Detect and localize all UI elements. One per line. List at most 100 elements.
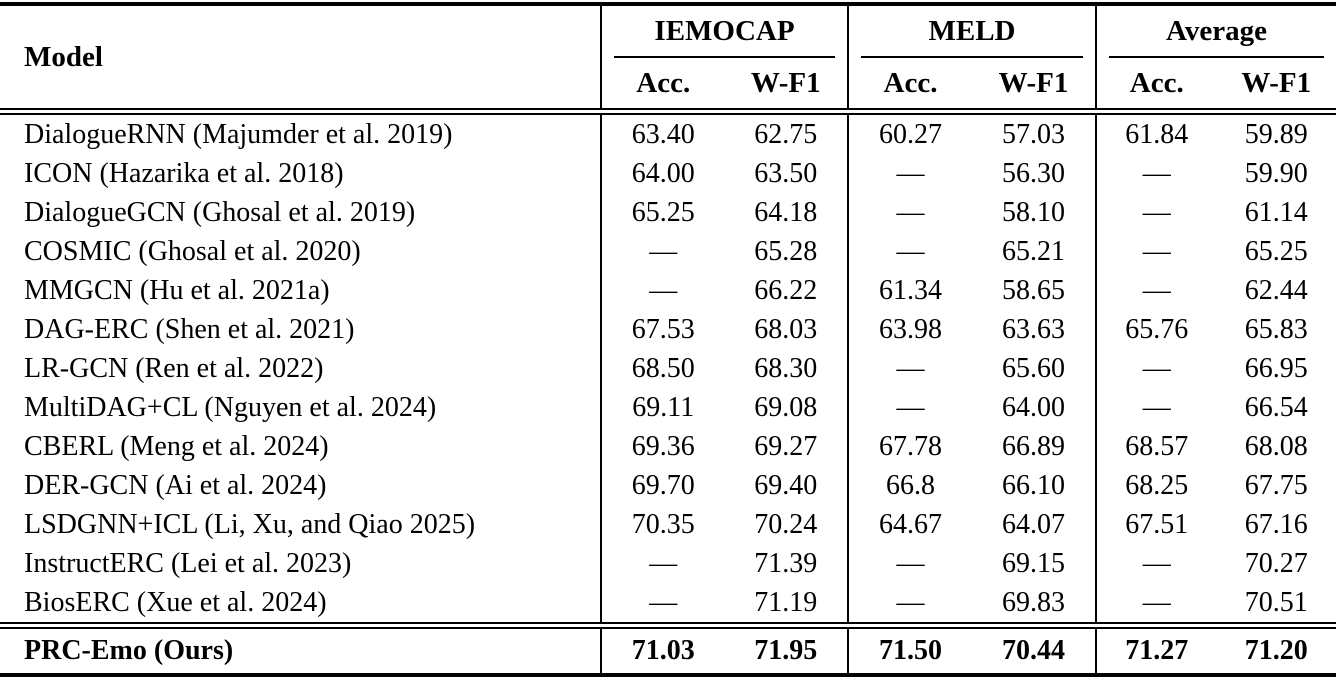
iemocap-wf1-value: 64.18 <box>754 196 818 228</box>
meld-acc-value: 64.67 <box>879 508 942 540</box>
average-wf1-value: 59.89 <box>1244 118 1308 150</box>
meld-wf1-value: 57.03 <box>1002 118 1065 150</box>
meld-wf1-value: 65.60 <box>1002 352 1065 384</box>
iemocap-wf1-value: 62.75 <box>754 118 818 150</box>
average-wf1-value: 68.08 <box>1244 430 1308 462</box>
model-name: COSMIC (Ghosal et al. 2020) <box>24 235 361 267</box>
average-wf1-value: 67.16 <box>1244 508 1308 540</box>
average-wf1-value: 59.90 <box>1244 157 1308 189</box>
header-average-acc: Acc. <box>1129 66 1184 99</box>
iemocap-acc-value: 69.36 <box>631 430 695 462</box>
meld-acc-value: 71.50 <box>879 635 942 666</box>
average-acc-value: — <box>1142 235 1171 267</box>
header-meld-acc: Acc. <box>883 66 938 99</box>
header-iemocap-acc: Acc. <box>636 66 691 99</box>
iemocap-wf1-value: 69.40 <box>754 469 818 501</box>
group-label-iemocap: IEMOCAP <box>654 14 795 47</box>
iemocap-wf1-value: 70.24 <box>754 508 818 540</box>
iemocap-acc-value: — <box>649 586 678 618</box>
table-row: LR-GCN (Ren et al. 2022) 68.50 68.30 — 65.… <box>0 349 1336 388</box>
group-label-meld: MELD <box>928 14 1016 47</box>
model-name: LSDGNN+ICL (Li, Xu, and Qiao 2025) <box>24 508 476 540</box>
model-name: ICON (Hazarika et al. 2018) <box>24 157 344 189</box>
model-name: CBERL (Meng et al. 2024) <box>24 430 329 462</box>
average-wf1-value: 67.75 <box>1244 469 1308 501</box>
model-name: PRC-Emo (Ours) <box>24 635 234 666</box>
average-acc-value: — <box>1142 274 1171 306</box>
model-name: MultiDAG+CL (Nguyen et al. 2024) <box>24 391 437 423</box>
table-row: DER-GCN (Ai et al. 2024) 69.70 69.40 66.8… <box>0 466 1336 505</box>
average-acc-value: — <box>1142 391 1171 423</box>
table-row: InstructERC (Lei et al. 2023) — 71.39 — 69… <box>0 544 1336 583</box>
subheader-meld: Acc. W-F1 <box>849 58 1095 108</box>
average-acc-value: — <box>1142 352 1171 384</box>
iemocap-acc-value: 68.50 <box>631 352 695 384</box>
table-row: ICON (Hazarika et al. 2018) 64.00 63.50 —… <box>0 154 1336 193</box>
meld-acc-value: — <box>896 586 925 618</box>
table-row: MMGCN (Hu et al. 2021a) — 66.22 61.34 58.6… <box>0 271 1336 310</box>
meld-wf1-value: 70.44 <box>1002 635 1065 666</box>
table-row: DialogueGCN (Ghosal et al. 2019) 65.25 64… <box>0 193 1336 232</box>
model-name: BiosERC (Xue et al. 2024) <box>24 586 327 618</box>
meld-wf1-value: 58.10 <box>1002 196 1065 228</box>
average-wf1-value: 70.27 <box>1244 547 1308 579</box>
table-row: DialogueRNN (Majumder et al. 2019) 63.40… <box>0 115 1336 154</box>
meld-wf1-value: 64.07 <box>1002 508 1065 540</box>
model-name: DER-GCN (Ai et al. 2024) <box>24 469 327 501</box>
average-wf1-value: 66.95 <box>1244 352 1308 384</box>
table-row: CBERL (Meng et al. 2024) 69.36 69.27 67.7… <box>0 427 1336 466</box>
meld-acc-value: 66.8 <box>886 469 935 501</box>
average-wf1-value: 66.54 <box>1244 391 1308 423</box>
group-underline-average <box>1109 56 1324 58</box>
iemocap-acc-value: 69.70 <box>631 469 695 501</box>
header-average-wf1: W-F1 <box>1241 66 1312 99</box>
table-row: MultiDAG+CL (Nguyen et al. 2024) 69.11 69… <box>0 388 1336 427</box>
average-acc-value: 61.84 <box>1125 118 1189 150</box>
body-final-rule <box>0 622 1336 629</box>
column-group-iemocap: IEMOCAP Acc. W-F1 <box>600 6 847 108</box>
iemocap-wf1-value: 71.39 <box>754 547 818 579</box>
group-underline-meld <box>861 56 1083 58</box>
model-name: MMGCN (Hu et al. 2021a) <box>24 274 330 306</box>
model-name: LR-GCN (Ren et al. 2022) <box>24 352 324 384</box>
average-wf1-value: 71.20 <box>1244 635 1308 666</box>
final-row-prc-emo: PRC-Emo (Ours) 71.03 71.95 71.50 70.44 71.… <box>0 629 1336 673</box>
average-wf1-value: 65.25 <box>1244 235 1308 267</box>
meld-acc-value: — <box>896 352 925 384</box>
meld-wf1-value: 66.89 <box>1002 430 1065 462</box>
iemocap-acc-value: 70.35 <box>631 508 695 540</box>
iemocap-acc-value: 67.53 <box>631 313 695 345</box>
iemocap-wf1-value: 63.50 <box>754 157 818 189</box>
model-name: DialogueRNN (Majumder et al. 2019) <box>24 118 453 150</box>
table-row: COSMIC (Ghosal et al. 2020) — 65.28 — 65.2… <box>0 232 1336 271</box>
iemocap-acc-value: 63.40 <box>631 118 695 150</box>
iemocap-wf1-value: 65.28 <box>754 235 818 267</box>
meld-acc-value: — <box>896 547 925 579</box>
meld-wf1-value: 58.65 <box>1002 274 1065 306</box>
table-header: Model IEMOCAP Acc. W-F1 MELD Acc. W-F1 A… <box>0 6 1336 108</box>
model-column-header: Model <box>24 40 103 73</box>
group-underline-iemocap <box>614 56 835 58</box>
average-acc-value: 68.57 <box>1125 430 1189 462</box>
iemocap-acc-value: 64.00 <box>631 157 695 189</box>
iemocap-acc-value: — <box>649 235 678 267</box>
meld-acc-value: — <box>896 157 925 189</box>
table-body: DialogueRNN (Majumder et al. 2019) 63.40… <box>0 115 1336 622</box>
average-acc-value: — <box>1142 196 1171 228</box>
meld-wf1-value: 66.10 <box>1002 469 1065 501</box>
table-row: BiosERC (Xue et al. 2024) —71.19 —69.83 … <box>0 583 1336 622</box>
meld-wf1-value: 64.00 <box>1002 391 1065 423</box>
column-group-meld: MELD Acc. W-F1 <box>847 6 1095 108</box>
meld-wf1-value: 69.83 <box>1002 586 1065 618</box>
column-group-average: Average Acc. W-F1 <box>1095 6 1336 108</box>
iemocap-wf1-value: 68.03 <box>754 313 818 345</box>
meld-acc-value: — <box>896 196 925 228</box>
top-rule <box>0 2 1336 6</box>
group-label-average: Average <box>1166 14 1267 47</box>
average-acc-value: 68.25 <box>1125 469 1189 501</box>
average-acc-value: — <box>1142 586 1171 618</box>
meld-wf1-value: 63.63 <box>1002 313 1065 345</box>
meld-acc-value: 61.34 <box>879 274 942 306</box>
table-row: DAG-ERC (Shen et al. 2021) 67.53 68.03 63… <box>0 310 1336 349</box>
